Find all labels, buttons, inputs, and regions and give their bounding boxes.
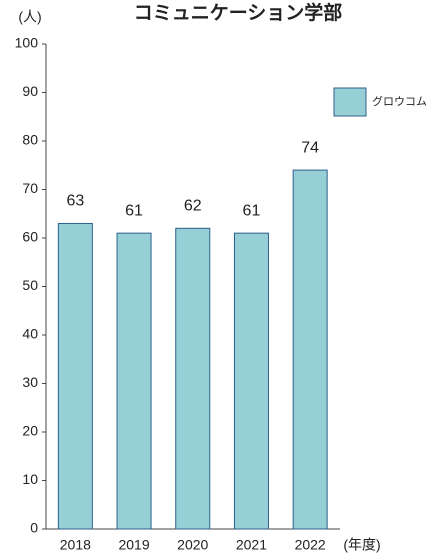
bar [233,232,269,530]
bar [175,227,211,530]
chart-title: コミュニケーション学部 [134,1,343,24]
y-tick-label: 60 [22,229,38,245]
x-tick-label: 2020 [177,537,208,553]
x-tick-label: 2018 [60,537,91,553]
x-tick-label: 2019 [118,537,149,553]
y-tick-label: 0 [30,520,38,536]
data-label: 61 [125,202,143,219]
x-tick-label: 2022 [295,537,326,553]
y-tick-label: 40 [22,326,38,342]
legend-swatch [333,87,367,117]
y-tick-label: 30 [22,374,38,390]
data-label: 61 [243,202,261,219]
data-label: 74 [301,139,319,156]
bar [116,232,152,530]
y-unit: (人) [18,9,41,25]
y-tick-label: 100 [15,35,39,51]
data-label: 62 [184,198,202,215]
legend-text: グロウコム [372,94,427,108]
bar [57,222,93,530]
x-unit: (年度) [343,537,380,553]
y-tick-label: 10 [22,471,38,487]
bar [292,169,328,530]
y-tick-label: 50 [22,277,38,293]
y-tick-label: 90 [22,83,38,99]
x-tick-label: 2021 [236,537,267,553]
y-tick-label: 80 [22,132,38,148]
y-tick-label: 20 [22,423,38,439]
data-label: 63 [66,193,84,210]
y-tick-label: 70 [22,180,38,196]
